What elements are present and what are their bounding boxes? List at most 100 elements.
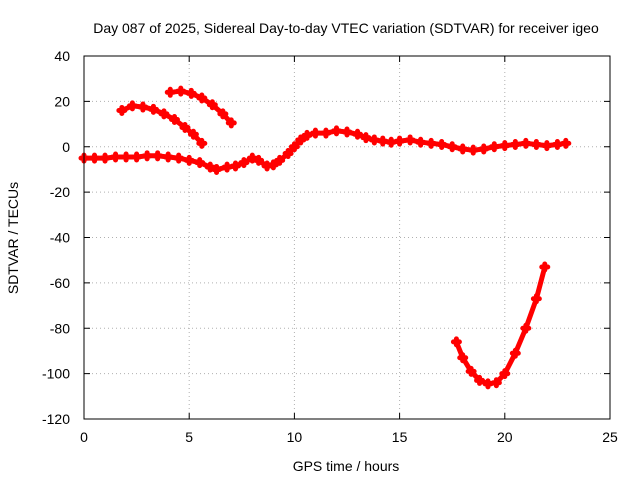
y-tick-label: 0: [62, 139, 70, 155]
series-main-point: [267, 159, 279, 171]
y-tick-label: -100: [42, 366, 70, 382]
series-main-point: [330, 125, 342, 137]
series-main-point: [89, 152, 101, 164]
x-tick-label: 10: [287, 429, 303, 445]
series-main-point: [99, 152, 111, 164]
series-arc-3-point: [490, 377, 502, 389]
series-main-point: [309, 127, 321, 139]
series-main-point: [141, 150, 153, 162]
series-main-point: [394, 135, 406, 147]
series-main-point: [446, 141, 458, 153]
series-main-point: [509, 138, 521, 150]
series-main-point: [229, 160, 241, 172]
series-arc-1-point: [116, 104, 128, 116]
series-main-point: [253, 154, 265, 166]
series-arc-3-line: [453, 264, 548, 387]
y-tick-label: -20: [50, 184, 70, 200]
series-arc-2-point: [217, 108, 229, 120]
y-tick-label: -40: [50, 230, 70, 246]
series-main-point: [478, 143, 490, 155]
series-main-point: [457, 143, 469, 155]
series-main-point: [152, 150, 164, 162]
x-tick-label: 5: [185, 429, 193, 445]
series-main-point: [194, 157, 206, 169]
series-arc-1-point: [126, 100, 138, 112]
series-main-point: [551, 138, 563, 150]
series-arc-2-point: [225, 117, 237, 129]
series-arc-3-point: [530, 293, 542, 305]
ticks: 0 5 10 15 20 25 -120 -100 -80 -60 -40 -20 0 20 40: [42, 48, 618, 445]
series-arc-3-point: [499, 368, 511, 380]
series-arc-3-point: [509, 347, 521, 359]
grid: [84, 56, 610, 419]
series-arc-2-point: [206, 99, 218, 111]
y-tick-label: -120: [42, 411, 70, 427]
series-main-point: [520, 137, 532, 149]
series-arc-1-point: [179, 121, 191, 133]
series-main-point: [320, 127, 332, 139]
y-tick-label: 40: [54, 48, 70, 64]
series-main-point: [385, 136, 397, 148]
series-arc-1-point: [137, 101, 149, 113]
series-main-point: [560, 137, 572, 149]
series-main-point: [488, 141, 500, 153]
series-arc-3-point: [474, 374, 486, 386]
series-arc-2-point: [175, 85, 187, 97]
series-main-point: [530, 138, 542, 150]
series-main-point: [288, 141, 300, 153]
series-arc-1-point: [147, 103, 159, 115]
series-arc-2-point: [164, 86, 176, 98]
series-main-point: [110, 151, 122, 163]
x-tick-label: 15: [392, 429, 408, 445]
x-axis-label: GPS time / hours: [293, 458, 400, 474]
series-arc-1-point: [158, 108, 170, 120]
series-main-point: [183, 154, 195, 166]
series-arc-1-point: [196, 137, 208, 149]
series-arc-3-point: [457, 352, 469, 364]
series-main-point: [341, 126, 353, 138]
series-arc-3-point: [539, 261, 551, 273]
series-main-point: [131, 151, 143, 163]
series-main-point: [120, 151, 132, 163]
series-main-point: [436, 138, 448, 150]
series-main-point: [467, 144, 479, 156]
series-main-point: [211, 163, 223, 175]
series-arc-1-point: [168, 114, 180, 126]
series-main-point: [301, 129, 313, 141]
series-main-point: [404, 134, 416, 146]
series-main-point: [368, 134, 380, 146]
chart-title: Day 087 of 2025, Sidereal Day-to-day VTE…: [93, 20, 599, 36]
series-main-point: [377, 135, 389, 147]
series-main-point: [282, 148, 294, 160]
series-arc-3-point: [482, 378, 494, 390]
series-main-point: [246, 152, 258, 164]
series-main-point: [425, 137, 437, 149]
series-main-point: [360, 132, 372, 144]
y-axis-label: SDTVAR / TECUs: [5, 182, 21, 294]
series-main-point: [274, 154, 286, 166]
series-main-point: [499, 140, 511, 152]
x-tick-label: 25: [602, 429, 618, 445]
series-arc-1-point: [187, 128, 199, 140]
series-main-point: [173, 152, 185, 164]
series-main-point: [295, 134, 307, 146]
series-arc-3-point: [465, 365, 477, 377]
series-main-point: [541, 140, 553, 152]
series-main-point: [415, 136, 427, 148]
series-main-point: [352, 128, 364, 140]
series-main-point: [238, 157, 250, 169]
y-tick-label: -80: [50, 320, 70, 336]
series-main-point: [204, 161, 216, 173]
y-tick-label: 20: [54, 93, 70, 109]
series-arc-2-point: [196, 92, 208, 104]
series-main-point: [162, 151, 174, 163]
y-tick-label: -60: [50, 275, 70, 291]
series-arc-2-point: [185, 87, 197, 99]
x-tick-label: 20: [497, 429, 513, 445]
series-arc-3-point: [520, 322, 532, 334]
x-tick-label: 0: [80, 429, 88, 445]
series-arc-3-point: [450, 336, 462, 348]
series-layer: [78, 85, 572, 390]
series-main-point: [221, 161, 233, 173]
